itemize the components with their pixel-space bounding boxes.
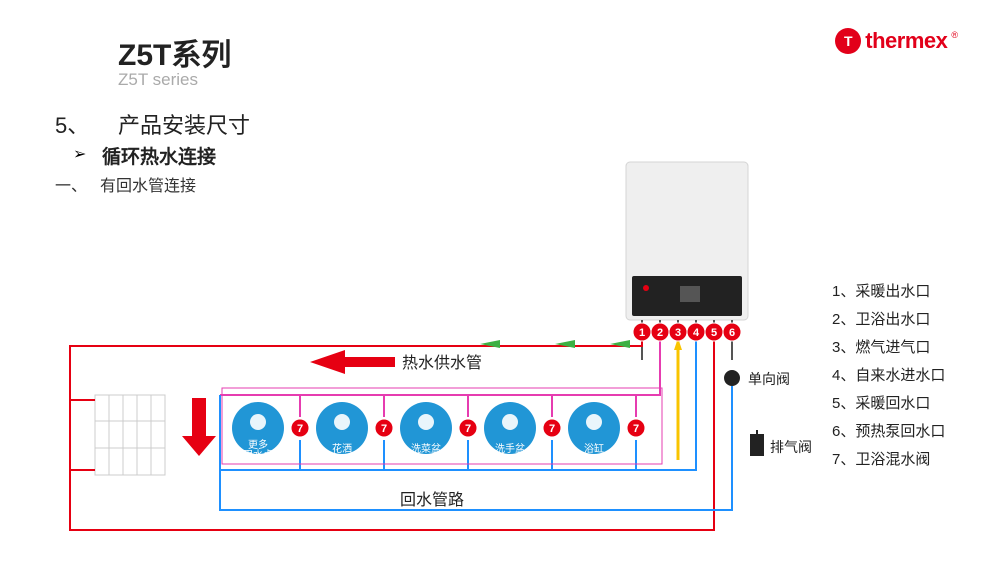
svg-text:3: 3 (675, 327, 681, 339)
legend-item: 6、预热泵回水口 (832, 418, 945, 446)
legend-item: 5、采暖回水口 (832, 390, 945, 418)
svg-text:洗手盆: 洗手盆 (495, 442, 525, 455)
legend-item: 1、采暖出水口 (832, 278, 945, 306)
fixtures-group: 更多用水点 7 花洒 7 洗菜盆 7 洗手盆 7 浴缸 7 (232, 402, 645, 461)
hot-supply-label: 热水供水管 (402, 354, 482, 372)
svg-text:4: 4 (693, 327, 700, 339)
port-badge: 1 (633, 323, 651, 341)
legend: 1、采暖出水口 2、卫浴出水口 3、燃气进气口 4、自来水进水口 5、采暖回水口… (832, 278, 945, 474)
gas-line (674, 338, 682, 460)
return-line-label: 回水管路 (400, 491, 464, 509)
svg-text:7: 7 (633, 423, 639, 435)
fixture-icon: 洗手盆 7 (484, 402, 561, 455)
fixture-icon: 洗菜盆 7 (400, 402, 477, 455)
svg-text:浴缸: 浴缸 (584, 442, 604, 455)
check-valve-label: 单向阀 (748, 371, 790, 387)
port-badge: 6 (723, 323, 741, 341)
ports-group: 123456 (633, 323, 741, 341)
svg-text:2: 2 (657, 327, 663, 339)
svg-text:花洒: 花洒 (332, 442, 352, 455)
svg-text:6: 6 (729, 327, 735, 339)
legend-item: 4、自来水进水口 (832, 362, 945, 390)
svg-text:7: 7 (465, 423, 471, 435)
fixture-icon: 花洒 7 (316, 402, 393, 455)
fixture-icon: 更多用水点 7 (232, 402, 309, 461)
fixture-icon: 浴缸 7 (568, 402, 645, 455)
hot-supply-arrow-icon (310, 350, 395, 374)
legend-item: 7、卫浴混水阀 (832, 446, 945, 474)
preheat-return-pipe (220, 386, 732, 510)
svg-text:7: 7 (381, 423, 387, 435)
radiator-icon (95, 395, 165, 475)
exhaust-valve-icon (750, 430, 764, 456)
legend-item: 3、燃气进气口 (832, 334, 945, 362)
svg-text:洗菜盆: 洗菜盆 (411, 442, 441, 455)
legend-item: 2、卫浴出水口 (832, 306, 945, 334)
svg-text:用水点: 用水点 (243, 449, 273, 461)
svg-text:7: 7 (549, 423, 555, 435)
port-badge: 3 (669, 323, 687, 341)
port-badge: 2 (651, 323, 669, 341)
svg-text:1: 1 (639, 327, 645, 339)
svg-text:7: 7 (297, 423, 303, 435)
port-badge: 5 (705, 323, 723, 341)
down-arrow-icon (182, 398, 216, 456)
exhaust-valve-label: 排气阀 (770, 439, 812, 455)
svg-text:5: 5 (711, 327, 717, 339)
port-badge: 4 (687, 323, 705, 341)
check-valve-icon (724, 370, 740, 386)
